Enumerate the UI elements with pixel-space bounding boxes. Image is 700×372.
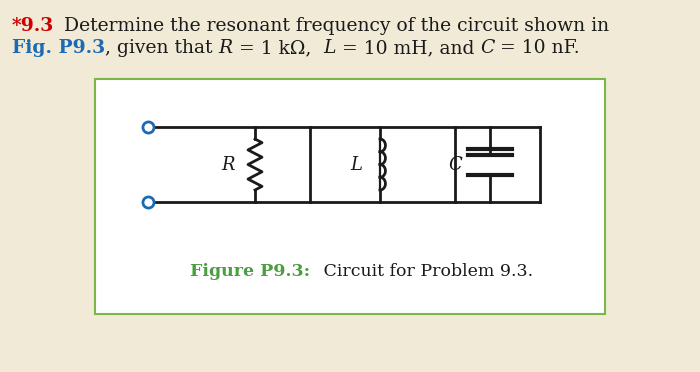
Text: L: L — [323, 39, 336, 57]
Text: C: C — [448, 155, 462, 173]
Text: C: C — [480, 39, 494, 57]
Text: R: R — [221, 155, 235, 173]
Text: Figure P9.3:: Figure P9.3: — [190, 263, 310, 280]
Text: Circuit for Problem 9.3.: Circuit for Problem 9.3. — [318, 263, 533, 280]
Text: Fig. P9.3: Fig. P9.3 — [12, 39, 105, 57]
Text: Determine the resonant frequency of the circuit shown in: Determine the resonant frequency of the … — [52, 17, 609, 35]
Text: = 1 kΩ,: = 1 kΩ, — [233, 39, 323, 57]
Text: *9.3: *9.3 — [12, 17, 55, 35]
Text: L: L — [350, 155, 362, 173]
Text: , given that: , given that — [105, 39, 218, 57]
Text: = 10 mH, and: = 10 mH, and — [336, 39, 480, 57]
FancyBboxPatch shape — [95, 79, 605, 314]
Text: R: R — [218, 39, 233, 57]
Text: = 10 nF.: = 10 nF. — [494, 39, 580, 57]
